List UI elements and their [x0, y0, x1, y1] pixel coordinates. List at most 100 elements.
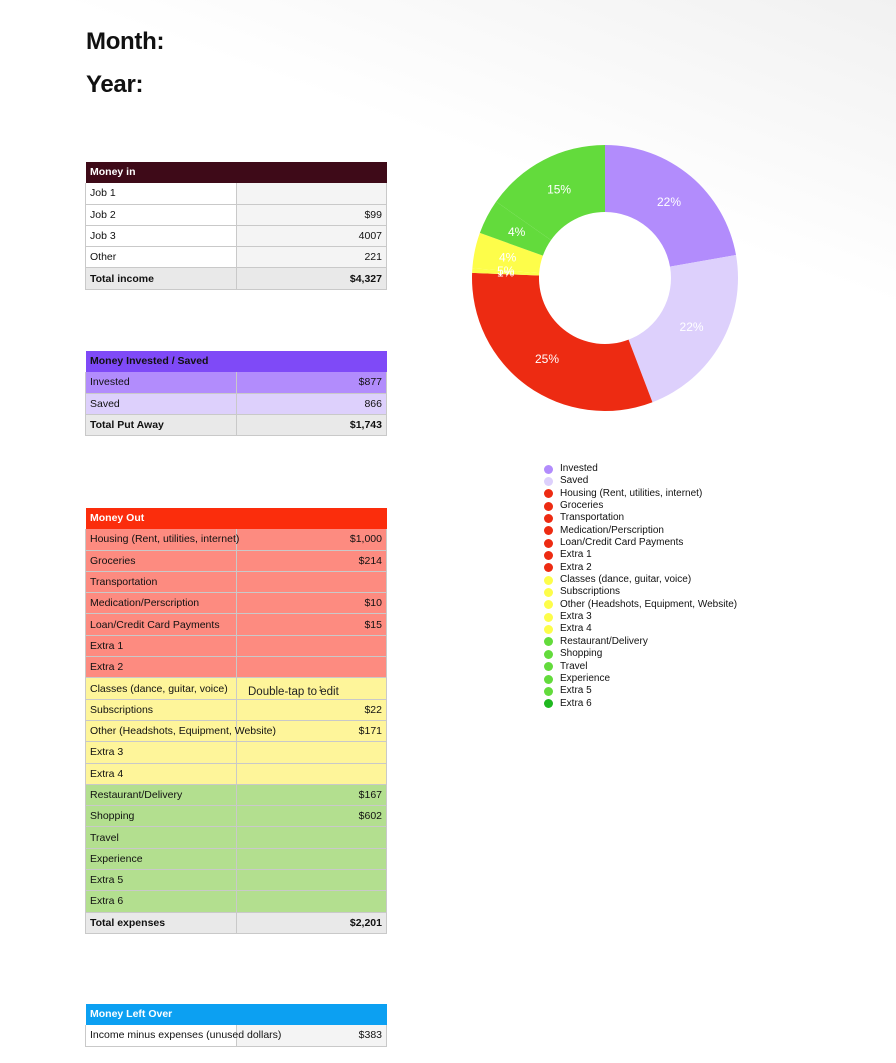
row-value[interactable]: $10 — [235, 592, 387, 615]
donut-slice[interactable] — [472, 272, 653, 411]
money-left-table: Money Left Over Income minus expenses (u… — [85, 1003, 387, 1047]
total-income-label: Total income — [85, 267, 237, 290]
legend-item: Restaurant/Delivery — [544, 636, 737, 648]
table-row[interactable]: Housing (Rent, utilities, internet) $1,00… — [85, 528, 387, 551]
row-value[interactable] — [235, 826, 387, 849]
money-left-header[interactable]: Money Left Over — [85, 1003, 387, 1025]
legend-label: Extra 1 — [560, 549, 592, 561]
slice-percent-label: 5% — [497, 264, 515, 278]
legend-item: Extra 1 — [544, 549, 737, 561]
table-row[interactable]: Other (Headshots, Equipment, Website) $17… — [85, 719, 387, 743]
table-row[interactable]: Extra 4 — [85, 762, 387, 785]
row-value[interactable] — [235, 656, 387, 679]
row-value[interactable]: $15 — [235, 613, 387, 636]
legend-swatch — [544, 501, 553, 511]
money-out-header[interactable]: Money Out — [85, 507, 387, 529]
row-value[interactable]: $602 — [235, 805, 387, 828]
row-value[interactable]: $214 — [235, 549, 387, 572]
slice-percent-label: 4% — [508, 225, 526, 239]
row-value[interactable] — [235, 890, 387, 913]
slice-percent-label: 22% — [680, 320, 704, 334]
row-value[interactable] — [235, 182, 387, 205]
row-label: Travel — [85, 826, 237, 849]
table-row[interactable]: Experience — [85, 847, 387, 871]
legend-swatch — [544, 514, 553, 524]
chart-legend: Invested Saved Housing (Rent, utilities, i… — [544, 463, 737, 710]
legend-item: Extra 4 — [544, 623, 737, 635]
row-value[interactable]: $171 — [235, 719, 387, 743]
donut-slice[interactable] — [628, 255, 738, 403]
row-value[interactable] — [235, 677, 387, 700]
legend-swatch — [544, 600, 553, 610]
table-row[interactable]: Saved 866 — [85, 392, 387, 415]
table-row[interactable]: Invested $877 — [85, 371, 387, 394]
table-row[interactable]: Groceries $214 — [85, 549, 387, 572]
total-income-row[interactable]: Total income $4,327 — [85, 267, 387, 290]
legend-label: Housing (Rent, utilities, internet) — [560, 487, 703, 499]
table-row[interactable]: Other 221 — [85, 246, 387, 269]
year-label: Year: — [86, 71, 144, 98]
table-row[interactable]: Job 2 $99 — [85, 203, 387, 226]
table-row[interactable]: Travel — [85, 826, 387, 849]
table-row[interactable]: Job 3 4007 — [85, 224, 387, 248]
table-row[interactable]: Shopping $602 — [85, 805, 387, 828]
table-row[interactable]: Transportation — [85, 570, 387, 594]
row-value[interactable]: 4007 — [235, 224, 387, 248]
donut-slice[interactable] — [496, 145, 605, 241]
legend-item: Subscriptions — [544, 586, 737, 598]
table-row[interactable]: Extra 6 — [85, 890, 387, 913]
invested-value[interactable]: $877 — [235, 371, 387, 394]
table-row[interactable]: Job 1 — [85, 182, 387, 205]
row-value[interactable] — [235, 741, 387, 764]
total-put-away-value[interactable]: $1,743 — [235, 413, 387, 437]
table-row[interactable]: Extra 5 — [85, 869, 387, 892]
table-row[interactable]: Extra 1 — [85, 634, 387, 658]
donut-slice[interactable] — [472, 232, 543, 274]
row-value[interactable] — [235, 634, 387, 658]
table-row[interactable]: Income minus expenses (unused dollars) $… — [85, 1024, 387, 1047]
table-row[interactable]: Medication/Perscription $10 — [85, 592, 387, 615]
row-value[interactable] — [235, 869, 387, 892]
total-expenses-label: Total expenses — [85, 911, 237, 934]
legend-swatch — [544, 662, 553, 672]
total-put-away-row[interactable]: Total Put Away $1,743 — [85, 413, 387, 437]
legend-item: Medication/Perscription — [544, 525, 737, 537]
legend-swatch — [544, 674, 553, 684]
income-minus-expenses-value[interactable]: $383 — [235, 1024, 387, 1047]
row-value[interactable]: $99 — [235, 203, 387, 226]
row-value[interactable]: $22 — [235, 698, 387, 721]
row-value[interactable] — [235, 570, 387, 594]
row-value[interactable] — [235, 847, 387, 871]
legend-label: Classes (dance, guitar, voice) — [560, 574, 692, 586]
legend-label: Extra 3 — [560, 611, 592, 623]
table-row[interactable]: Extra 2 — [85, 656, 387, 679]
total-expenses-row[interactable]: Total expenses $2,201 — [85, 911, 387, 934]
table-row[interactable]: Extra 3 — [85, 741, 387, 764]
money-saved-header[interactable]: Money Invested / Saved — [85, 350, 387, 372]
legend-item: Other (Headshots, Equipment, Website) — [544, 599, 737, 611]
legend-item: Extra 2 — [544, 562, 737, 574]
row-label: Other (Headshots, Equipment, Website) — [85, 719, 276, 743]
table-row[interactable]: Loan/Credit Card Payments $15 — [85, 613, 387, 636]
donut-slice[interactable] — [472, 268, 540, 276]
legend-label: Subscriptions — [560, 586, 621, 598]
row-value[interactable]: 221 — [235, 246, 387, 269]
donut-slice[interactable] — [479, 201, 551, 256]
row-value[interactable] — [235, 762, 387, 785]
saved-value[interactable]: 866 — [235, 392, 387, 415]
row-label: Other — [85, 246, 237, 269]
total-put-away-label: Total Put Away — [85, 413, 237, 437]
total-income-value[interactable]: $4,327 — [235, 267, 387, 290]
money-in-header[interactable]: Money in — [85, 161, 387, 183]
legend-label: Extra 6 — [560, 697, 592, 709]
row-value[interactable]: $1,000 — [235, 528, 387, 551]
total-expenses-value[interactable]: $2,201 — [235, 911, 387, 934]
table-row[interactable]: Subscriptions $22 — [85, 698, 387, 721]
row-value[interactable]: $167 — [235, 783, 387, 807]
donut-slice[interactable] — [605, 145, 736, 267]
table-row[interactable]: Classes (dance, guitar, voice) — [85, 677, 387, 700]
row-label: Classes (dance, guitar, voice) — [85, 677, 237, 700]
legend-swatch — [544, 551, 553, 561]
expense-donut-chart[interactable]: 22%22%25%1%4%4%15%5% — [430, 130, 780, 430]
table-row[interactable]: Restaurant/Delivery $167 — [85, 783, 387, 807]
